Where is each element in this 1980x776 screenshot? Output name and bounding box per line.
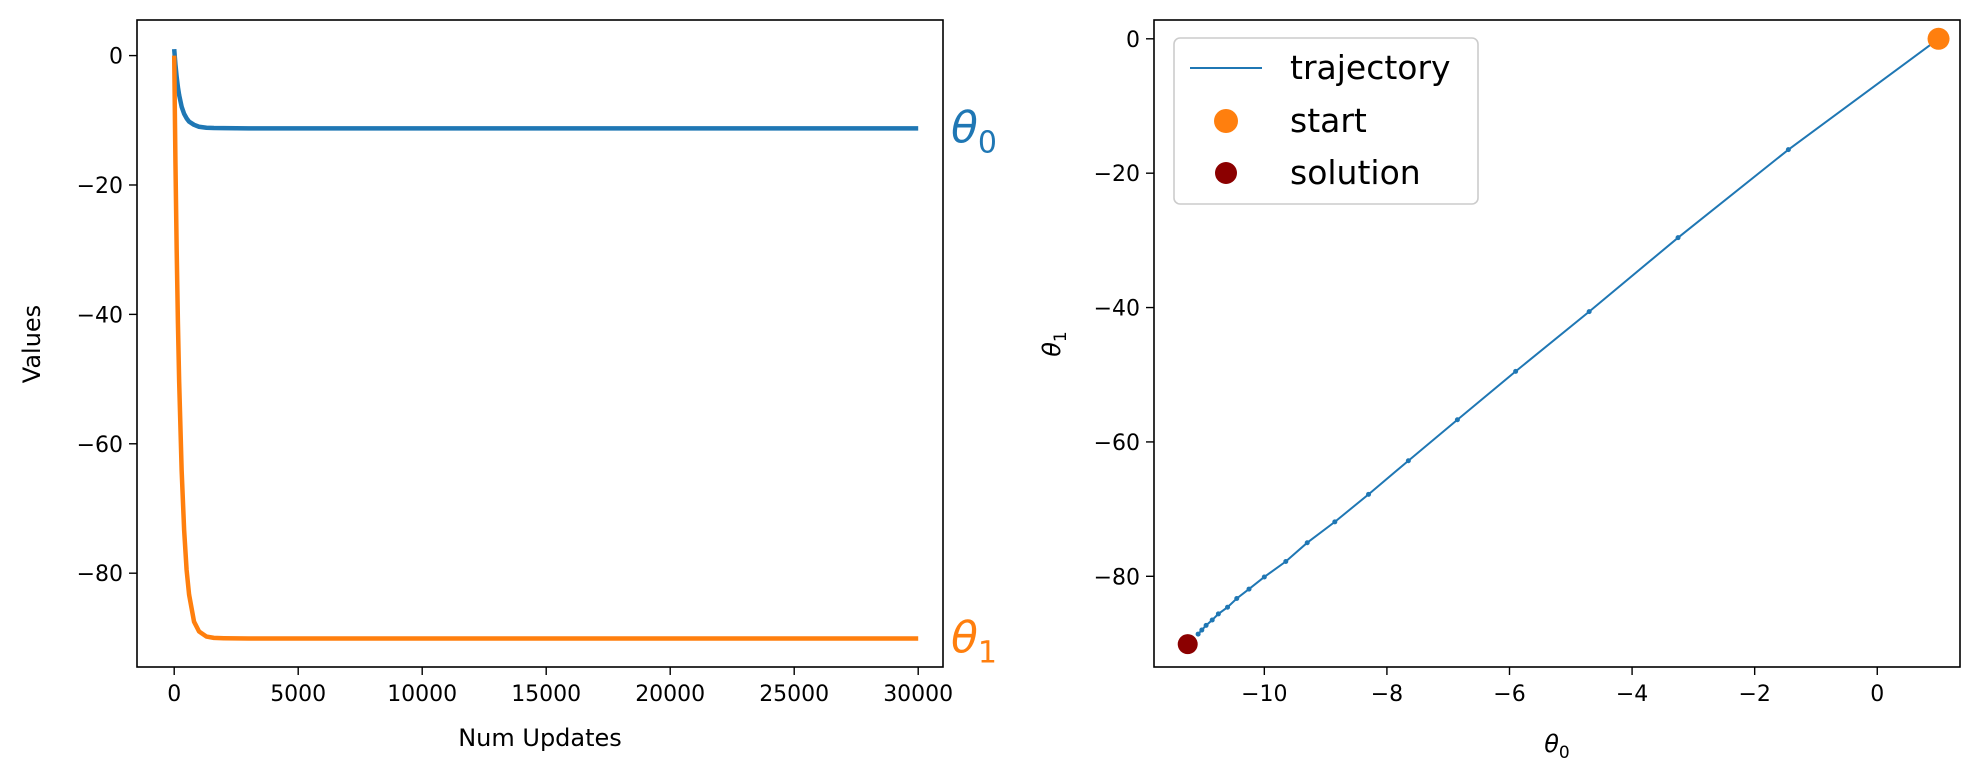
left-x-tick-label: 0 [167,682,181,707]
right-x-tick-label: −6 [1493,682,1525,707]
right-y-tick-label: −60 [1094,431,1140,456]
legend-box [1173,37,1479,205]
legend: trajectory start solution [1173,37,1479,205]
right-y-tick-label: −20 [1094,162,1140,187]
trajectory-point [1203,622,1209,628]
series-line-theta1 [171,55,919,641]
trajectory-point [1261,574,1267,580]
legend-start-swatch [1214,109,1238,133]
series-end-labels: θ0 θ1 [951,102,997,670]
left-x-tick-label: 15000 [511,682,581,707]
trajectory-point [1209,617,1215,623]
right-y-axis-label: θ1 [1038,331,1071,357]
left-y-tick-label: −40 [77,303,123,328]
right-x-tick-label: 0 [1870,682,1884,707]
legend-label-trajectory: trajectory [1290,48,1451,87]
right-x-tick-label: −8 [1371,682,1403,707]
values-vs-updates-chart: 0 5000 10000 15000 20000 25000 30000 0 −20 −40 −60… [18,19,997,752]
start-marker [1927,27,1950,50]
left-axes-frame [136,19,944,668]
left-x-tick-label: 5000 [270,682,326,707]
left-y-axis-label: Values [18,305,46,383]
left-y-tick-label: −60 [77,433,123,458]
trajectory-point [1283,559,1289,565]
trajectory-point [1199,627,1205,633]
trajectory-point [1304,540,1310,546]
trajectory-point [1246,586,1252,592]
left-y-tick-label: 0 [109,45,123,70]
trajectory-point [1405,458,1411,464]
left-x-tick-label: 30000 [883,682,953,707]
trajectory-point [1675,235,1681,241]
right-ticks: −10 −8 −6 −4 −2 00−20−40−60−80 [1094,28,1885,707]
right-y-tick-label: −80 [1094,565,1140,590]
trajectory-point [1513,368,1519,374]
trajectory-point [1366,491,1372,497]
trajectory-point [1586,309,1592,315]
right-y-tick-label: 0 [1126,28,1140,53]
left-y-tick-label: −20 [77,174,123,199]
left-x-tick-label: 20000 [635,682,705,707]
right-x-tick-label: −2 [1738,682,1770,707]
right-x-axis-label: θ0 [1544,730,1570,763]
series-end-label-theta1: θ1 [951,613,997,671]
series-line-theta0 [171,48,919,131]
left-x-tick-label: 25000 [759,682,829,707]
left-x-tick-label: 10000 [387,682,457,707]
right-x-tick-label: −4 [1616,682,1648,707]
left-y-tick-label: −80 [77,562,123,587]
trajectory-point [1195,631,1201,637]
legend-solution-swatch [1215,162,1237,184]
trajectory-point [1332,519,1338,525]
trajectory-point [1454,417,1460,423]
trajectory-point [1785,147,1791,153]
right-plot-area [1177,27,1950,655]
legend-label-solution: solution [1290,153,1421,192]
series-end-label-theta0: θ0 [951,102,997,160]
trajectory-point [1234,595,1240,601]
trajectory-point [1225,604,1231,610]
right-y-tick-label: −40 [1094,297,1140,322]
solution-marker [1177,634,1198,655]
theta-trajectory-chart: −10 −8 −6 −4 −2 00−20−40−60−80 θ0 θ1 trajecto… [1038,19,1961,763]
left-ticks: 0 5000 10000 15000 20000 25000 30000 0 −20 −40 −60… [77,45,954,707]
trajectory-point [1215,611,1221,617]
legend-label-start: start [1290,101,1367,140]
left-x-axis-label: Num Updates [458,724,622,752]
right-axes-frame [1153,19,1961,668]
left-plot-area [171,48,919,641]
right-x-tick-label: −10 [1241,682,1287,707]
